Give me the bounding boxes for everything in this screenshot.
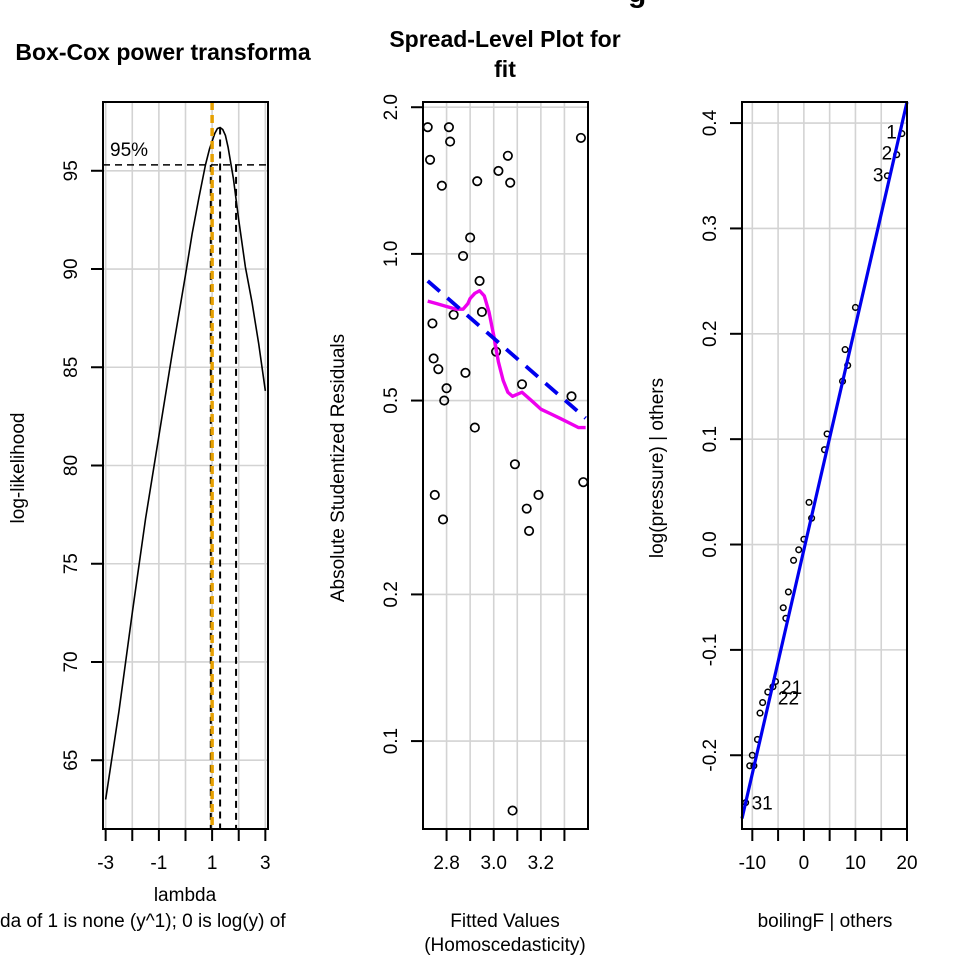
x-tick-label: 1	[207, 853, 218, 874]
y-tick-label: 0.0	[700, 531, 721, 557]
residual-point	[445, 136, 456, 147]
spread-level-plot-frame	[422, 101, 589, 830]
added-variable-xlabel: boilingF | others	[758, 911, 893, 932]
y-tick-label: 70	[61, 651, 82, 672]
spread-level-title-line1: Spread-Level Plot for	[389, 26, 620, 52]
y-tick-label: -0.1	[700, 634, 721, 667]
added-variable-fit-line	[740, 101, 909, 819]
residual-point	[505, 177, 516, 188]
boxcox-plot-frame	[102, 101, 269, 830]
residual-point	[448, 309, 459, 320]
spread-level-fit-line	[426, 279, 587, 420]
loess-smooth-line	[427, 289, 586, 430]
residual-point	[427, 318, 438, 329]
partial-residual-point	[795, 546, 803, 554]
partial-residual-point	[805, 498, 813, 506]
point-id-label: 22	[778, 688, 799, 709]
boxcox-footnote: da of 1 is none (y^1); 0 is log(y) of	[0, 911, 286, 932]
y-tick-label: 0.1	[700, 426, 721, 452]
y-tick-label: 0.3	[700, 215, 721, 241]
residual-point	[533, 489, 544, 501]
residual-point	[516, 379, 528, 390]
residual-point	[469, 422, 480, 433]
residual-point	[524, 525, 535, 536]
partial-residual-point	[784, 588, 792, 596]
residual-point	[566, 391, 577, 402]
point-id-label: 2	[882, 144, 893, 165]
residual-point	[433, 364, 444, 375]
x-tick-label: 20	[896, 853, 917, 874]
y-tick-label: 90	[61, 258, 82, 279]
point-id-label: 3	[873, 166, 884, 187]
y-tick-label: 0.5	[381, 387, 402, 413]
residual-point	[509, 459, 520, 470]
y-tick-label: 0.2	[381, 581, 402, 607]
x-tick-label: 3.0	[481, 853, 507, 874]
added-variable-panel: log(pressure) | others boilingF | others…	[647, 101, 918, 932]
partial-residual-point	[759, 699, 767, 707]
boxcox-panel: Box-Cox power transforma log-likelihood …	[0, 39, 311, 932]
residual-point	[575, 132, 586, 143]
residual-point	[460, 367, 471, 378]
residual-point	[429, 489, 440, 501]
x-tick-label: -10	[739, 853, 766, 874]
boxcox-ylabel: log-likelihood	[8, 413, 29, 524]
partial-residual-point	[756, 709, 764, 717]
residual-point	[502, 150, 513, 161]
loglik-curve	[104, 126, 267, 800]
added-variable-plot-frame	[741, 101, 908, 830]
y-tick-label: 95	[61, 160, 82, 181]
partial-residual-point	[841, 346, 849, 354]
residual-point	[474, 275, 485, 286]
boxcox-xlabel: lambda	[154, 885, 217, 906]
spread-level-ylabel: Absolute Studentized Residuals	[328, 334, 349, 602]
residual-point	[507, 805, 518, 816]
x-tick-label: -1	[150, 853, 167, 874]
residual-point	[425, 154, 436, 165]
x-tick-label: 2.8	[433, 853, 459, 874]
x-tick-label: 10	[845, 853, 866, 874]
added-variable-ylabel: log(pressure) | others	[647, 378, 668, 558]
boxcox-title: Box-Cox power transforma	[15, 39, 310, 65]
y-tick-label: 0.1	[381, 728, 402, 754]
x-tick-label: 0	[799, 853, 810, 874]
y-tick-label: -0.2	[700, 739, 721, 772]
spread-level-panel: Spread-Level Plot for fit Absolute Stude…	[328, 26, 621, 956]
y-tick-label: 2.0	[381, 94, 402, 120]
y-tick-label: 0.2	[700, 321, 721, 347]
residual-point	[476, 306, 487, 318]
residual-point	[437, 514, 449, 525]
residual-point	[443, 122, 454, 133]
residual-point	[493, 165, 504, 176]
partial-residual-point	[779, 604, 787, 612]
ci-level-label: 95%	[110, 140, 148, 161]
y-tick-label: 75	[61, 553, 82, 574]
residual-point	[428, 353, 439, 364]
point-id-label: 31	[752, 794, 773, 815]
y-tick-label: 85	[61, 357, 82, 378]
spread-level-title-line2: fit	[494, 56, 516, 82]
point-id-label: 21	[781, 678, 802, 699]
figure-title-fragment: g	[628, 0, 646, 9]
partial-residual-point	[790, 556, 798, 564]
residual-point	[465, 232, 476, 243]
residual-point	[436, 180, 447, 191]
y-tick-label: 0.4	[700, 109, 721, 136]
point-id-label: 1	[886, 123, 897, 144]
spread-level-xlabel: Fitted Values	[450, 911, 559, 932]
residual-point	[441, 383, 452, 394]
residual-point	[472, 176, 483, 187]
y-tick-label: 1.0	[381, 241, 402, 267]
y-tick-label: 80	[61, 455, 82, 476]
x-tick-label: -3	[97, 853, 114, 874]
residual-point	[458, 250, 469, 262]
residual-point	[521, 503, 532, 514]
spread-level-xlabel-sub: (Homoscedasticity)	[424, 935, 586, 956]
x-tick-label: 3	[260, 853, 271, 874]
x-tick-label: 3.2	[528, 853, 554, 874]
residual-point	[439, 395, 450, 406]
y-tick-label: 65	[61, 750, 82, 771]
